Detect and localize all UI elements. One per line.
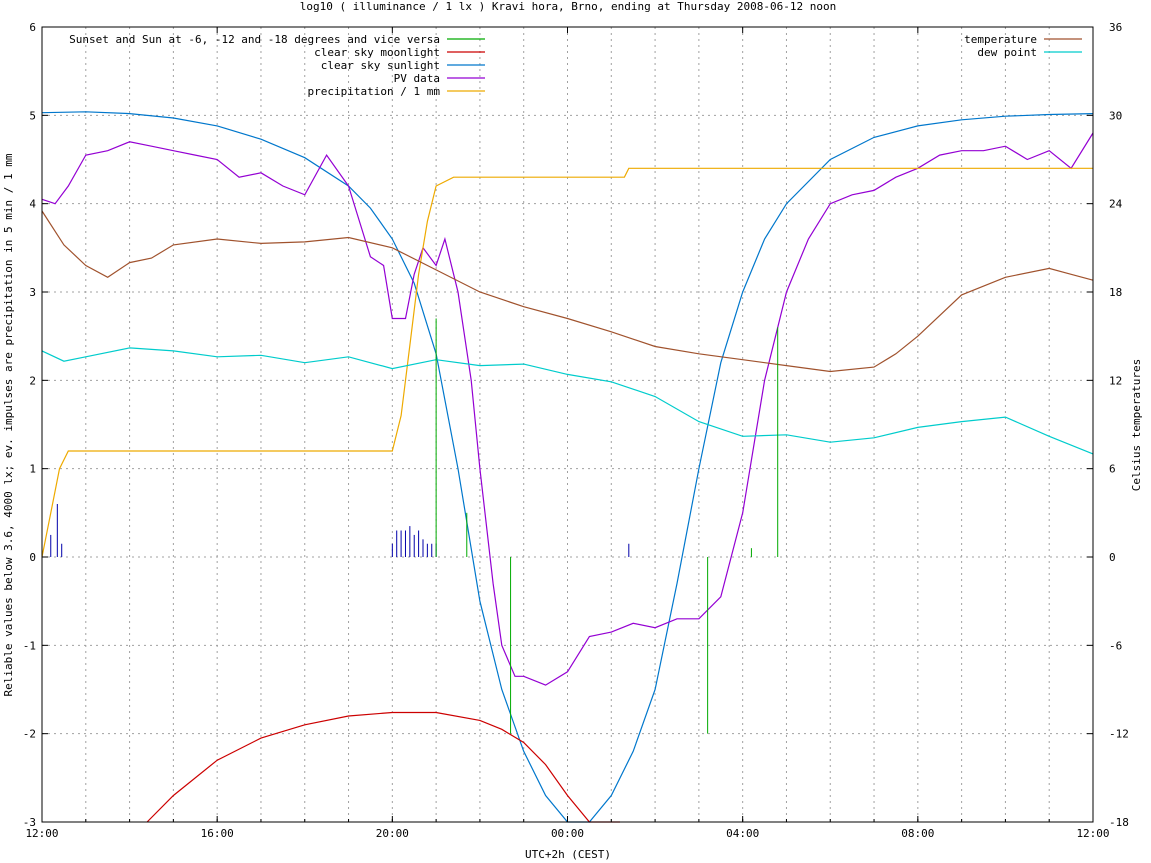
legend-label: PV data bbox=[394, 72, 440, 85]
y-tick-label: 4 bbox=[29, 198, 36, 211]
legend-label: temperature bbox=[964, 33, 1037, 46]
x-tick-label: 04:00 bbox=[726, 827, 759, 840]
y-tick-label: -3 bbox=[23, 816, 36, 829]
y-tick-label: -2 bbox=[23, 728, 36, 741]
y-tick-label: 6 bbox=[29, 21, 36, 34]
y2-tick-label: 36 bbox=[1109, 21, 1122, 34]
chart-title: log10 ( illuminance / 1 lx ) Kravi hora,… bbox=[300, 0, 836, 13]
y-tick-label: 0 bbox=[29, 551, 36, 564]
series-line-temperature bbox=[41, 210, 1094, 373]
y-axis-label: Reliable values below 3.6, 4000 lx; ev. … bbox=[2, 153, 15, 696]
legend-label: dew point bbox=[977, 46, 1037, 59]
x-tick-label: 16:00 bbox=[201, 827, 234, 840]
y-tick-label: 1 bbox=[29, 463, 36, 476]
y2-tick-label: 30 bbox=[1109, 109, 1122, 122]
y-tick-label: 5 bbox=[29, 109, 36, 122]
grid-lines bbox=[42, 27, 1093, 822]
legend-label: clear sky sunlight bbox=[321, 59, 440, 72]
x-axis-label: UTC+2h (CEST) bbox=[525, 848, 611, 861]
y-tick-label: 3 bbox=[29, 286, 36, 299]
legend: Sunset and Sun at -6, -12 and -18 degree… bbox=[69, 33, 1082, 98]
series-line-clear-sky-moonlight bbox=[146, 711, 620, 823]
legend-label: precipitation / 1 mm bbox=[308, 85, 441, 98]
y2-axis-label: Celsius temperatures bbox=[1130, 359, 1143, 491]
x-tick-label: 08:00 bbox=[901, 827, 934, 840]
y2-tick-label: 12 bbox=[1109, 374, 1122, 387]
legend-label: clear sky moonlight bbox=[314, 46, 440, 59]
y2-tick-label: 0 bbox=[1109, 551, 1116, 564]
x-tick-label: 12:00 bbox=[1076, 827, 1109, 840]
series-line-pv-data bbox=[41, 132, 1094, 686]
series-line-dew-point bbox=[41, 347, 1094, 455]
y2-tick-label: 24 bbox=[1109, 198, 1123, 211]
series-line-precipitation-1-mm bbox=[41, 167, 1093, 558]
y2-tick-label: 6 bbox=[1109, 463, 1116, 476]
y2-tick-label: -18 bbox=[1109, 816, 1129, 829]
y-tick-label: 2 bbox=[29, 374, 36, 387]
y2-tick-label: -12 bbox=[1109, 728, 1129, 741]
x-tick-label: 00:00 bbox=[551, 827, 584, 840]
x-tick-label: 12:00 bbox=[25, 827, 58, 840]
y-tick-label: -1 bbox=[23, 639, 36, 652]
y2-tick-label: 18 bbox=[1109, 286, 1122, 299]
legend-label: Sunset and Sun at -6, -12 and -18 degree… bbox=[69, 33, 440, 46]
x-tick-label: 20:00 bbox=[376, 827, 409, 840]
y2-tick-label: -6 bbox=[1109, 639, 1122, 652]
